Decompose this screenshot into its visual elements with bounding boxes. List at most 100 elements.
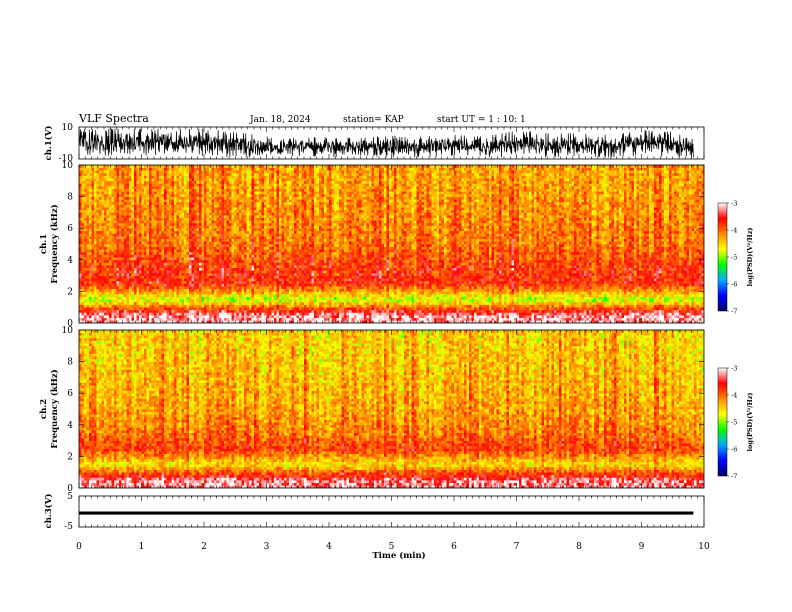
- ch1-spectrogram-cell: [166, 215, 170, 218]
- ch1-spectrogram-cell: [126, 270, 130, 274]
- ch1-spectrogram-cell: [181, 228, 185, 232]
- ch1-spectrogram-cell: [204, 225, 207, 229]
- ch1-spectrogram-cell: [214, 230, 217, 234]
- ch1-spectrogram-cell: [216, 228, 220, 232]
- ch1-spectrogram-cell: [156, 204, 160, 208]
- ch1-spectrogram-cell: [134, 262, 137, 266]
- ch1-spectrogram-cell: [171, 170, 175, 174]
- ch1-spectrogram-cell: [129, 299, 132, 303]
- ch1-spectrogram-cell: [169, 165, 172, 168]
- ch1-spectrogram-cell: [119, 301, 122, 305]
- ch1-spectrogram-cell: [199, 312, 202, 316]
- ch1-spectrogram-cell: [79, 315, 82, 319]
- ch1-spectrogram-cell: [139, 183, 142, 187]
- ch1-spectrogram-cell: [256, 301, 260, 305]
- ch1-spectrogram-cell: [201, 249, 205, 253]
- ch1-spectrogram-cell: [156, 275, 160, 279]
- ch1-spectrogram-cell: [84, 217, 87, 221]
- ch1-spectrogram-cell: [121, 291, 125, 295]
- ch1-spectrogram-cell: [251, 254, 255, 258]
- ch1-spectrogram-cell: [106, 251, 110, 255]
- ch1-spectrogram-cell: [216, 272, 220, 276]
- ch1-spectrogram-cell: [186, 236, 190, 240]
- ch1-spectrogram-cell: [176, 186, 180, 189]
- ch1-spectrogram-cell: [186, 220, 190, 224]
- ch1-spectrogram-cell: [161, 286, 165, 290]
- ch1-spectrogram-cell: [241, 230, 245, 234]
- ch1-spectrogram-cell: [86, 230, 90, 234]
- ch1-spectrogram-cell: [159, 215, 162, 218]
- ch1-spectrogram-cell: [121, 272, 125, 276]
- ch1-spectrogram-cell: [259, 209, 262, 213]
- ch1-spectrogram-cell: [139, 193, 142, 197]
- ch1-spectrogram-cell: [91, 170, 95, 174]
- ch1-spectrogram-cell: [161, 278, 165, 282]
- ch1-spectrogram-cell: [176, 301, 180, 305]
- ch1-spectrogram-cell: [174, 236, 177, 240]
- ch1-spectrogram-cell: [211, 180, 215, 184]
- ch1-spectrogram-cell: [191, 280, 195, 284]
- ch1-spectrogram-cell: [89, 275, 92, 279]
- ch1-spectrogram-cell: [226, 272, 230, 276]
- ch1-spectrogram-cell: [241, 204, 245, 208]
- ch1-spectrogram-cell: [241, 267, 245, 271]
- ch1-spectrogram-cell: [166, 278, 170, 282]
- ch1-spectrogram-cell: [219, 254, 222, 258]
- ch1-spectrogram-cell: [186, 280, 190, 284]
- ch1-spectrogram-cell: [156, 296, 160, 300]
- ch1-spectrogram-cell: [101, 307, 105, 311]
- ch1-spectrogram-column: [154, 165, 157, 323]
- ch1-spectrogram-cell: [269, 301, 272, 305]
- ch1-spectrogram-column: [201, 165, 205, 323]
- ch1-spectrogram-cell: [189, 288, 192, 292]
- ch1-spectrogram-cell: [166, 193, 170, 197]
- ch1-spectrogram-cell: [131, 262, 135, 266]
- ch1-spectrogram-cell: [254, 217, 257, 221]
- ch1-spectrogram-cell: [266, 207, 270, 211]
- ch1-spectrogram-cell: [234, 233, 237, 237]
- ch1-spectrogram-cell: [194, 262, 197, 266]
- ch1-spectrogram-cell: [159, 236, 162, 240]
- ch1-spectrogram-cell: [156, 180, 160, 184]
- ch1-spectrogram-cell: [176, 180, 180, 184]
- ch1-spectrogram-cell: [131, 315, 135, 319]
- ch1-spectrogram-cell: [91, 186, 95, 189]
- ch1-spectrogram-cell: [254, 201, 257, 205]
- ch1-spectrogram-cell: [189, 275, 192, 279]
- ch1-spectrogram-cell: [244, 280, 247, 284]
- ch1-spectrogram-cell: [166, 228, 170, 232]
- ch1-spectrogram-cell: [104, 222, 107, 226]
- ch1-spectrogram-cell: [206, 312, 210, 316]
- ch1-spectrogram-cell: [239, 183, 242, 187]
- ch1-spectrogram-cell: [116, 233, 120, 237]
- ch1-spectrogram-cell: [131, 175, 135, 179]
- ch1-spectrogram-cell: [141, 230, 145, 234]
- ch1-spectrogram-cell: [104, 299, 107, 303]
- ch1-spectrogram-cell: [274, 254, 277, 258]
- ch1-spectrogram-cell: [194, 225, 197, 229]
- ch1-spectrogram-cell: [139, 217, 142, 221]
- ch1-spectrogram-cell: [271, 186, 275, 189]
- ch1-spectrogram-cell: [131, 304, 135, 308]
- ch1-spectrogram-cell: [184, 246, 187, 250]
- ch1-spectrogram-cell: [271, 291, 275, 295]
- ch1-spectrogram-cell: [194, 246, 197, 250]
- ch1-spectrogram-cell: [214, 286, 217, 290]
- ch1-spectrogram-cell: [114, 283, 117, 287]
- ch1-spectrogram-cell: [214, 296, 217, 300]
- ch1-spectrogram-cell: [164, 309, 167, 313]
- ch1-spectrogram-cell: [269, 286, 272, 290]
- ch1-spectrogram-cell: [244, 215, 247, 218]
- ch1-spectrogram-cell: [209, 296, 212, 300]
- ch1-spectrogram-cell: [249, 207, 252, 211]
- ch1-spectrogram-cell: [256, 167, 260, 171]
- ch1-spectrogram-cell: [134, 267, 137, 271]
- ch1-spectrogram-cell: [91, 178, 95, 182]
- ch1-spectrogram-cell: [111, 320, 115, 323]
- ch1-spectrogram-cell: [91, 270, 95, 274]
- ch1-spectrogram-cell: [189, 286, 192, 290]
- ch1-spectrogram-cell: [206, 291, 210, 295]
- ch1-spectrogram-cell: [116, 212, 120, 216]
- ch1-spectrogram-cell: [144, 249, 147, 253]
- ch1-spectrogram-cell: [206, 238, 210, 242]
